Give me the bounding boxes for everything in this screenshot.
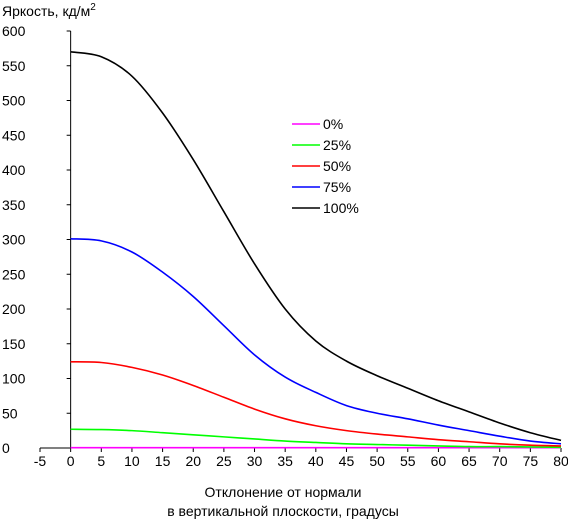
x-tick-label: 5 xyxy=(97,453,105,469)
y-axis-title-superscript: 2 xyxy=(90,2,96,13)
x-ticks: -5 0 5 10 15 20 25 30 35 40 45 50 55 60 65 70 75 80 xyxy=(34,448,568,469)
legend-label: 25% xyxy=(323,137,351,153)
x-tick-label: 65 xyxy=(461,453,477,469)
y-tick-label: 300 xyxy=(2,232,26,248)
y-tick-label: 150 xyxy=(2,336,26,352)
x-tick-label: 10 xyxy=(124,453,140,469)
y-ticks: 0 50 100 150 200 250 300 350 400 450 500 550 600 xyxy=(2,23,71,456)
y-tick-label: 550 xyxy=(2,58,26,74)
x-axis-title-line1: Отклонение от нормали xyxy=(205,484,362,500)
x-tick-label: 80 xyxy=(553,453,568,469)
y-tick-label: 0 xyxy=(2,440,10,456)
x-tick-label: 70 xyxy=(492,453,508,469)
series-line-100pct xyxy=(70,51,562,442)
y-tick-label: 350 xyxy=(2,197,26,213)
x-tick-label: -5 xyxy=(34,453,47,469)
legend-label: 50% xyxy=(323,158,351,174)
x-tick-label: 40 xyxy=(308,453,324,469)
y-tick-label: 500 xyxy=(2,93,26,109)
y-tick-label: 100 xyxy=(2,371,26,387)
y-axis-title: Яркость, кд/м2 xyxy=(2,2,96,19)
y-tick-label: 50 xyxy=(2,405,18,421)
y-tick-label: 200 xyxy=(2,301,26,317)
x-tick-label: 55 xyxy=(400,453,416,469)
x-tick-label: 30 xyxy=(247,453,263,469)
y-tick-label: 600 xyxy=(2,23,26,39)
x-tick-label: 45 xyxy=(339,453,355,469)
y-tick-label: 450 xyxy=(2,127,26,143)
legend-label: 0% xyxy=(323,116,343,132)
x-tick-label: 0 xyxy=(67,453,75,469)
y-tick-label: 400 xyxy=(2,162,26,178)
x-tick-label: 25 xyxy=(216,453,232,469)
legend-label: 100% xyxy=(323,200,359,216)
legend-label: 75% xyxy=(323,179,351,195)
series-line-75pct xyxy=(70,238,562,445)
x-tick-label: 35 xyxy=(277,453,293,469)
x-tick-label: 20 xyxy=(185,453,201,469)
legend: 0% 25% 50% 75% 100% xyxy=(292,116,359,216)
x-tick-label: 60 xyxy=(431,453,447,469)
series-line-50pct xyxy=(70,361,562,447)
series-line-25pct xyxy=(70,428,562,449)
y-tick-label: 250 xyxy=(2,266,26,282)
series-lines xyxy=(70,51,562,449)
y-axis-title-text: Яркость, кд/м xyxy=(2,3,90,19)
x-axis-title-line2: в вертикальной плоскости, градусы xyxy=(167,503,399,519)
x-tick-label: 50 xyxy=(369,453,385,469)
x-tick-label: 15 xyxy=(155,453,171,469)
x-tick-label: 75 xyxy=(523,453,539,469)
